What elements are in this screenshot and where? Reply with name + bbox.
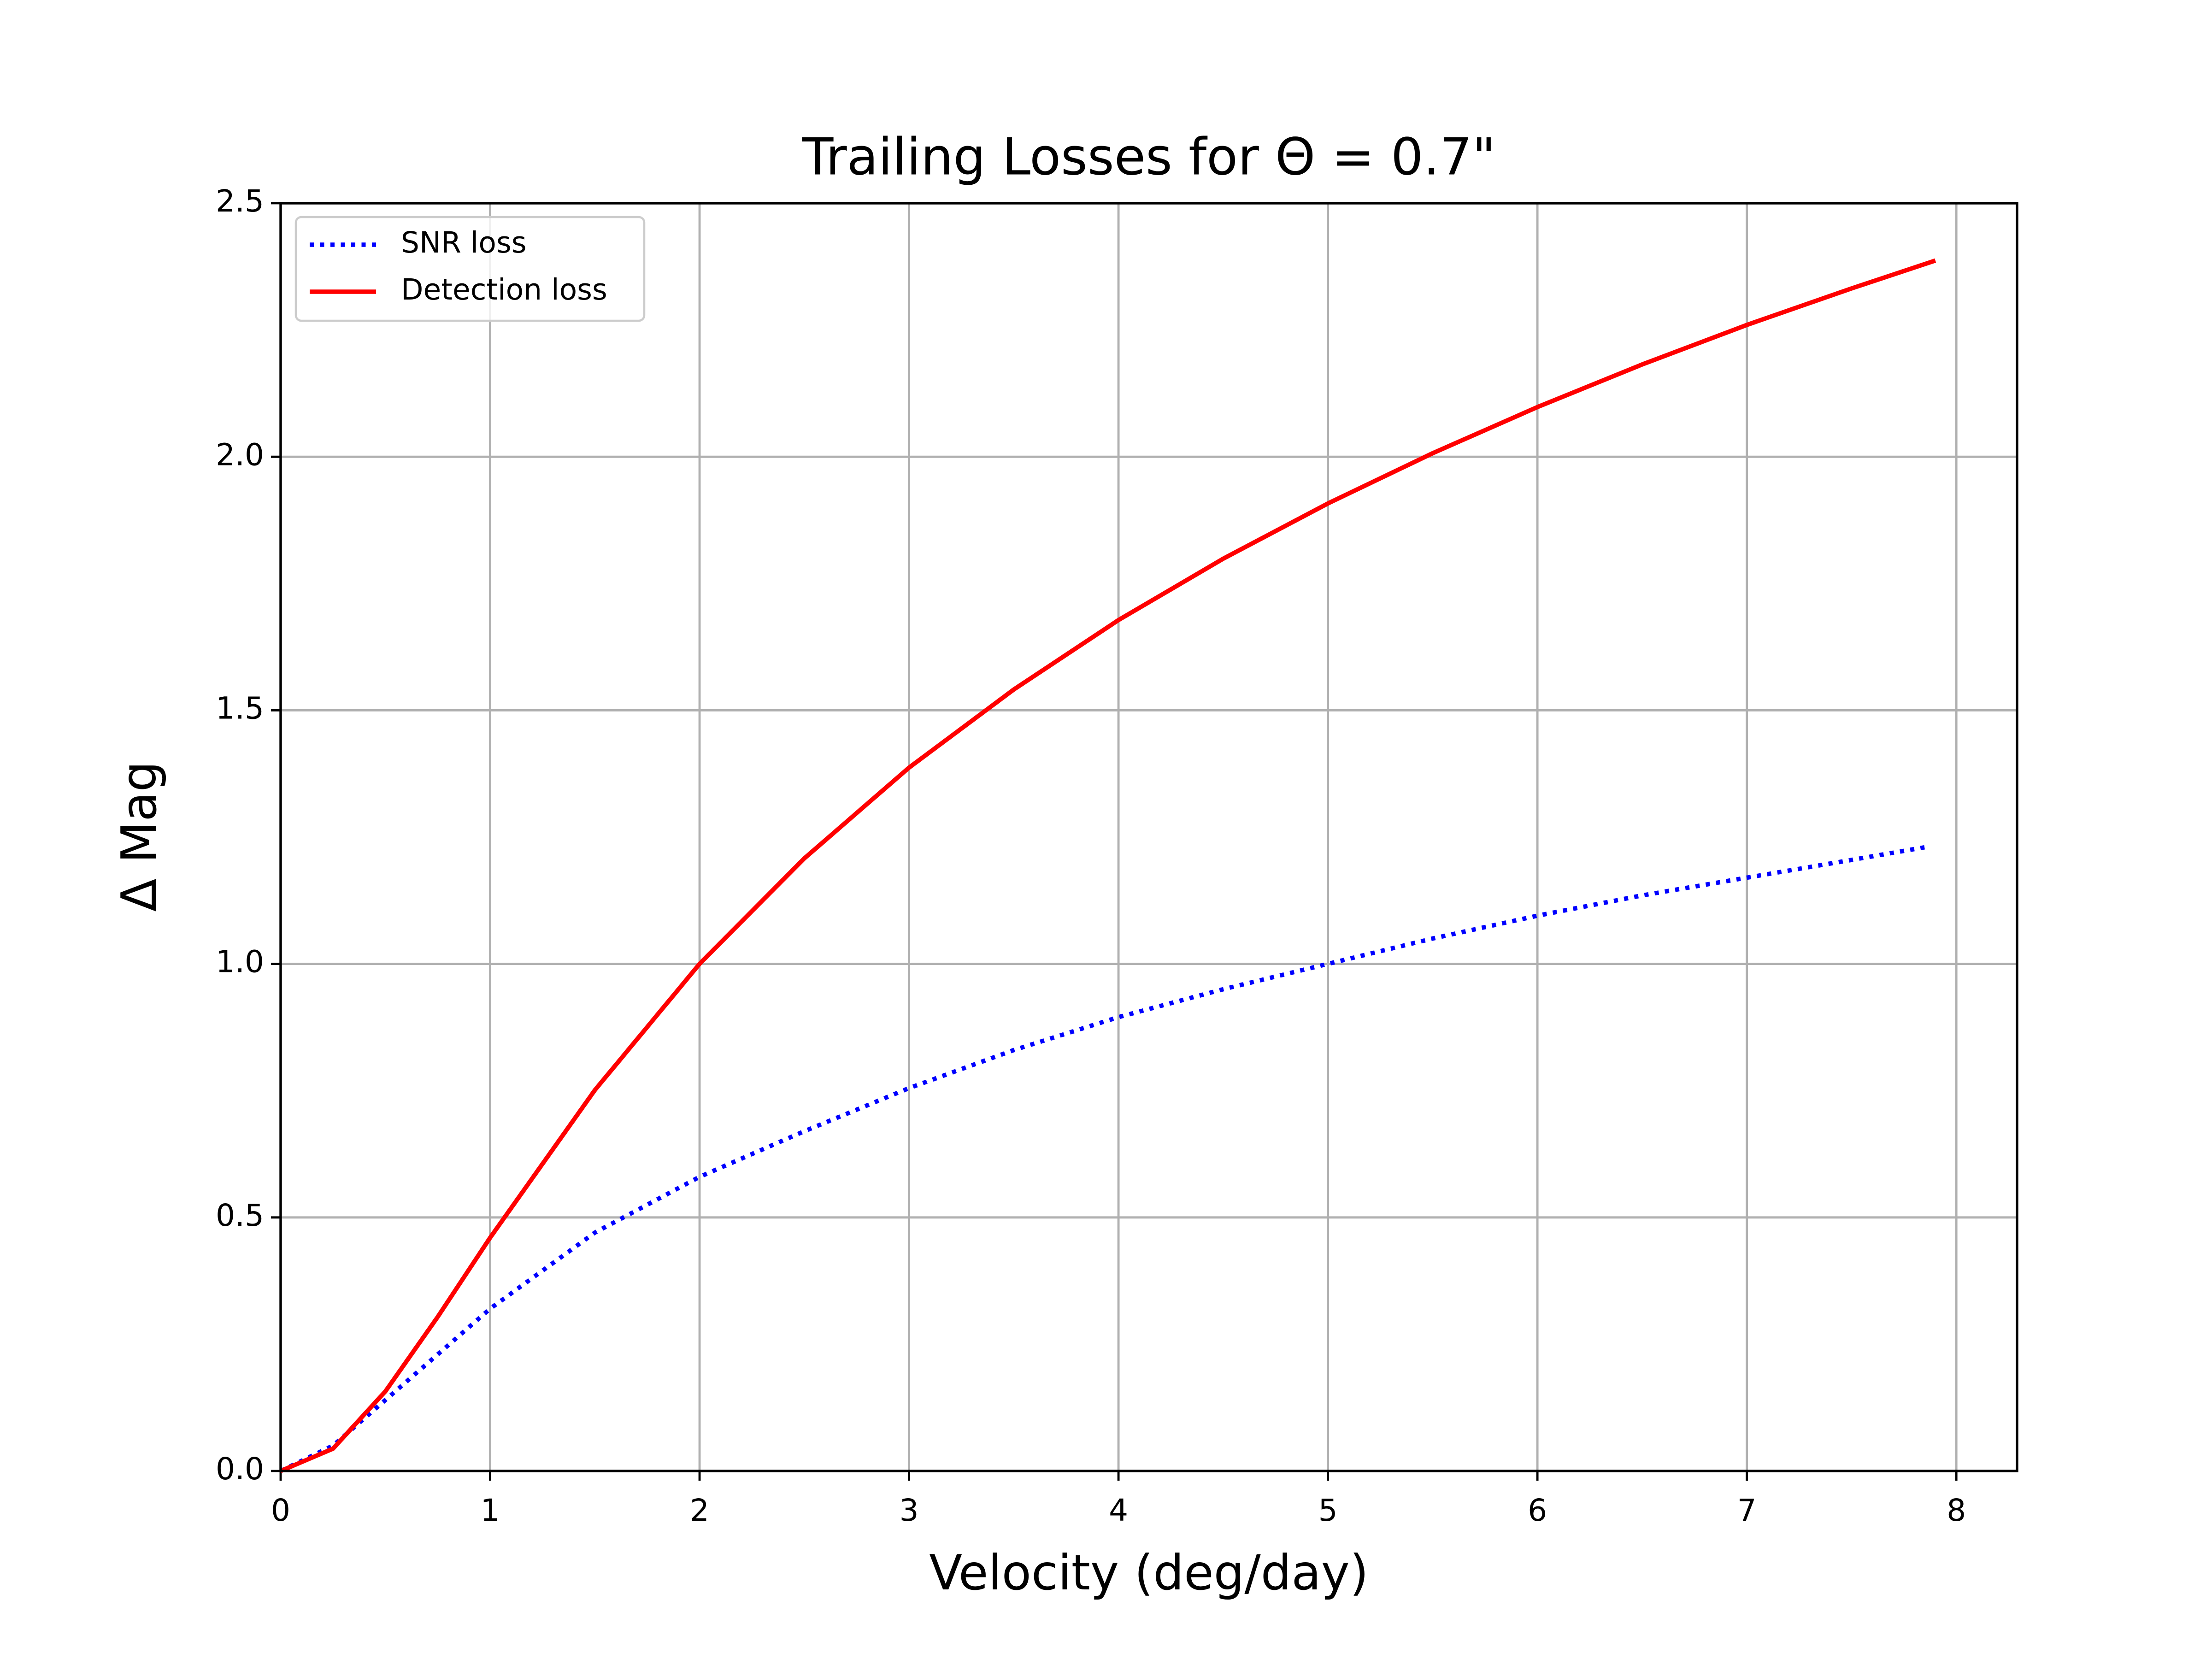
x-tick-label: 7: [1737, 1493, 1757, 1528]
y-tick-label: 0.5: [216, 1198, 264, 1233]
x-tick-label: 3: [900, 1493, 919, 1528]
x-tick-label: 0: [271, 1493, 290, 1528]
y-tick-label: 0.0: [216, 1451, 264, 1487]
x-tick-label: 6: [1528, 1493, 1547, 1528]
x-tick-label: 2: [690, 1493, 709, 1528]
legend: SNR loss Detection loss: [294, 216, 646, 322]
data-line: [279, 845, 1925, 1473]
legend-label: Detection loss: [401, 273, 607, 306]
y-axis-label: Δ Mag: [111, 761, 167, 912]
legend-box: [294, 216, 646, 322]
x-axis-label: Velocity (deg/day): [929, 1545, 1369, 1601]
y-tick-label: 2.0: [216, 437, 264, 472]
chart-title: Trailing Losses for Θ = 0.7": [801, 127, 1495, 187]
y-tick-label: 1.0: [216, 944, 264, 980]
plot-area: 0 1 2 3 4 5 6 7 8 0.0 0.5 1.0 1.5 2.0 2.5 SNR loss Detec…: [216, 183, 2018, 1528]
legend-label: SNR loss: [401, 226, 527, 259]
axes-frame: [279, 202, 2018, 1472]
x-tick-label: 5: [1318, 1493, 1338, 1528]
y-tick-label: 1.5: [216, 690, 264, 726]
y-tick-label: 2.5: [216, 183, 264, 219]
x-tick-label: 8: [1947, 1493, 1966, 1528]
x-tick-label: 4: [1109, 1493, 1128, 1528]
data-line: [280, 258, 1936, 1473]
x-tick-label: 1: [481, 1493, 500, 1528]
